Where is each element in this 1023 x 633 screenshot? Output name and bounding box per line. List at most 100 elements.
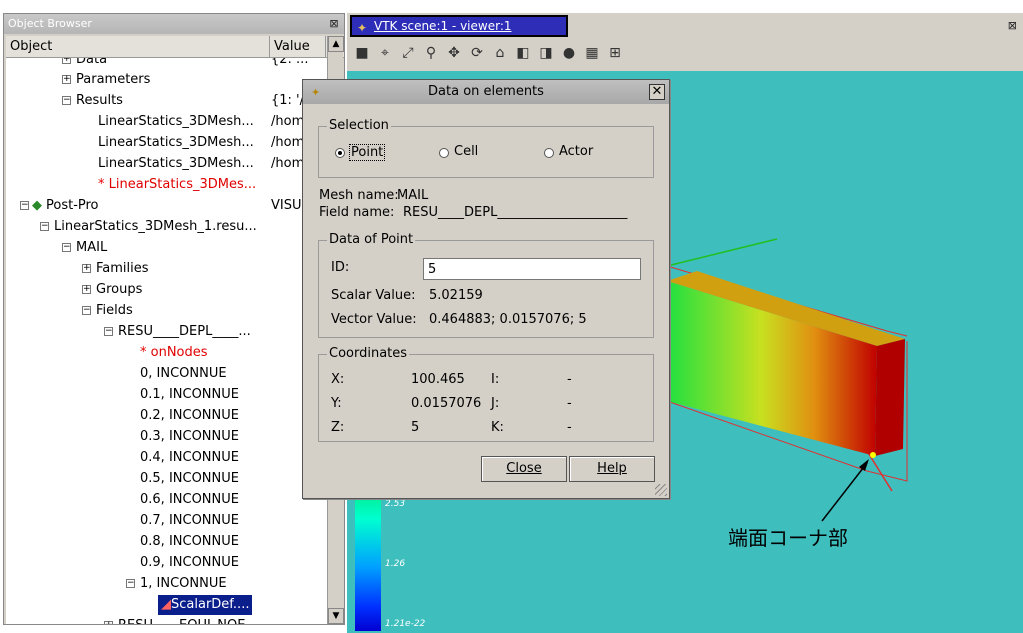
coordinates-group: Coordinates xyxy=(318,346,654,442)
collapse-icon[interactable]: − xyxy=(126,578,135,588)
collapse-icon[interactable]: − xyxy=(104,326,113,336)
resize-grip-icon[interactable] xyxy=(655,484,667,496)
column-header-object[interactable]: Object xyxy=(6,36,270,58)
back-view-icon[interactable]: ◨ xyxy=(539,45,553,61)
reset-view-icon[interactable]: ⌂ xyxy=(495,45,505,61)
scalar-map-icon: ◢ xyxy=(161,597,171,612)
tree-row-resu-depl[interactable]: − RESU____DEPL____... xyxy=(104,324,251,339)
expand-icon[interactable]: + xyxy=(104,621,113,624)
tree-row-timestep-1[interactable]: − 1, INCONNUE xyxy=(126,576,227,591)
viewer-icon: ✦ xyxy=(357,21,368,35)
tree-row-parameters[interactable]: + Parameters xyxy=(62,72,151,87)
rotate-icon[interactable]: ⟳ xyxy=(471,45,483,61)
radio-point-label[interactable]: Point xyxy=(349,144,386,161)
column-header-value[interactable]: Value xyxy=(270,36,326,58)
dialog-app-icon: ✦ xyxy=(311,86,321,99)
scalar-value-label: Scalar Value: xyxy=(331,288,416,303)
tree-row-timestep[interactable]: 0.7, INCONNUE xyxy=(140,513,239,528)
beam-front-face xyxy=(667,281,877,456)
axes-icon[interactable]: ⊞ xyxy=(609,45,621,61)
viewer-close-icon[interactable]: ⊠ xyxy=(1007,19,1017,32)
pan-icon[interactable]: ✥ xyxy=(448,45,460,61)
close-button[interactable]: Close xyxy=(481,456,567,482)
tree-row-resu-file[interactable]: − LinearStatics_3DMesh_1.resu... xyxy=(40,219,257,234)
lod-icon[interactable]: ● xyxy=(562,45,576,61)
viewer-tab[interactable]: ✦ VTK scene:1 - viewer:1 xyxy=(350,15,568,37)
tree-row-timestep[interactable]: 0.5, INCONNUE xyxy=(140,471,239,486)
expand-icon[interactable]: + xyxy=(62,74,71,84)
tree-row-groups[interactable]: + Groups xyxy=(82,282,143,297)
object-browser-panel: Object Browser ⊠ Object Value + Data {2:… xyxy=(3,13,345,625)
dialog-close-icon[interactable]: ✕ xyxy=(649,84,665,100)
collapse-icon[interactable]: − xyxy=(82,305,91,315)
scalar-bar-label: 2.53 xyxy=(385,499,406,509)
tree-row-results[interactable]: − Results {1: '/ xyxy=(62,93,305,108)
bounding-box xyxy=(666,341,908,482)
tree-row-data[interactable]: + Data {2: ... xyxy=(6,58,328,70)
beam-end-face xyxy=(875,339,905,456)
tree-row-families[interactable]: + Families xyxy=(82,261,149,276)
tree-row-timestep[interactable]: 0.1, INCONNUE xyxy=(140,387,239,402)
radio-cell[interactable] xyxy=(439,148,449,158)
scroll-down-icon[interactable]: ▼ xyxy=(328,608,344,624)
tree-row-result-1[interactable]: LinearStatics_3DMesh... /hom. xyxy=(98,114,309,129)
tree-row-timestep[interactable]: 0.2, INCONNUE xyxy=(140,408,239,423)
beam-top-face xyxy=(667,271,905,346)
viewer-header: ✦ VTK scene:1 - viewer:1 ⊠ ■ ⌖ ⤢ ⚲ ✥ ⟳ ⌂… xyxy=(347,13,1023,71)
object-tree: + Data {2: ... + Parameters − Results {1… xyxy=(6,58,328,624)
collapse-icon[interactable]: − xyxy=(20,200,29,210)
tree-row-onnodes[interactable]: * onNodes xyxy=(140,345,208,360)
radio-actor-label[interactable]: Actor xyxy=(559,144,594,159)
z-value: 5 xyxy=(411,420,420,435)
tree-row-timestep[interactable]: 0.8, INCONNUE xyxy=(140,534,239,549)
j-value: - xyxy=(567,396,572,411)
tree-row-result-4[interactable]: * LinearStatics_3DMes... xyxy=(98,177,257,192)
y-axis-line xyxy=(666,238,778,267)
field-name-value: RESU____DEPL____________________ xyxy=(403,205,628,220)
front-view-icon[interactable]: ◧ xyxy=(516,45,530,61)
tree-row-fields[interactable]: − Fields xyxy=(82,303,133,318)
zoom-icon[interactable]: ⚲ xyxy=(425,45,437,61)
dump-view-icon[interactable]: ■ xyxy=(355,45,369,61)
tree-row-scalardef[interactable]: ◢ScalarDef.... xyxy=(6,595,328,615)
fit-all-icon[interactable]: ⤢ xyxy=(402,45,414,61)
selected-item: ◢ScalarDef.... xyxy=(158,595,253,615)
arrow-head-icon xyxy=(859,459,869,471)
scalar-bar-label: 1.21e-22 xyxy=(385,619,426,629)
scalar-bar-label: 1.26 xyxy=(385,559,406,569)
radio-point[interactable] xyxy=(335,148,345,158)
x-axis-line xyxy=(866,450,893,492)
k-label: K: xyxy=(491,420,504,435)
z-label: Z: xyxy=(331,420,345,435)
tree-row-result-3[interactable]: LinearStatics_3DMesh... /hom. xyxy=(98,156,309,171)
tree-row-mail[interactable]: − MAIL xyxy=(62,240,108,255)
data-of-point-group: Data of Point xyxy=(318,232,654,338)
tree-row-timestep[interactable]: 0.4, INCONNUE xyxy=(140,450,239,465)
collapse-icon[interactable]: − xyxy=(40,221,49,231)
expand-icon[interactable]: + xyxy=(82,284,91,294)
tree-row-timestep[interactable]: 0.6, INCONNUE xyxy=(140,492,239,507)
id-input[interactable] xyxy=(423,258,641,280)
tree-row-timestep[interactable]: 0, INCONNUE xyxy=(140,366,227,381)
trihedron-icon[interactable]: ⌖ xyxy=(381,45,389,61)
tree-row-resu-equi[interactable]: + RESU____EQUI_NOE... xyxy=(6,616,328,624)
tree-row-post-pro[interactable]: − ◆ Post-Pro VISU xyxy=(6,196,328,216)
tree-row-result-2[interactable]: LinearStatics_3DMesh... /hom. xyxy=(98,135,309,150)
collapse-icon[interactable]: − xyxy=(62,95,71,105)
i-label: I: xyxy=(491,372,500,387)
expand-icon[interactable]: + xyxy=(62,58,71,64)
scroll-up-icon[interactable]: ▲ xyxy=(328,36,344,52)
tree-row-timestep[interactable]: 0.3, INCONNUE xyxy=(140,429,239,444)
k-value: - xyxy=(567,420,572,435)
expand-icon[interactable]: + xyxy=(82,263,91,273)
help-button[interactable]: Help xyxy=(569,456,655,482)
radio-actor[interactable] xyxy=(544,148,554,158)
radio-cell-label[interactable]: Cell xyxy=(454,144,479,159)
collapse-icon[interactable]: − xyxy=(62,242,71,252)
data-on-elements-dialog: ✦ Data on elements ✕ Selection Point Cel… xyxy=(302,79,670,499)
close-icon[interactable]: ⊠ xyxy=(329,17,339,30)
tree-row-timestep[interactable]: 0.9, INCONNUE xyxy=(140,555,239,570)
object-browser-title: Object Browser xyxy=(4,14,344,34)
top-view-icon[interactable]: ▦ xyxy=(585,45,599,61)
i-value: - xyxy=(567,372,572,387)
